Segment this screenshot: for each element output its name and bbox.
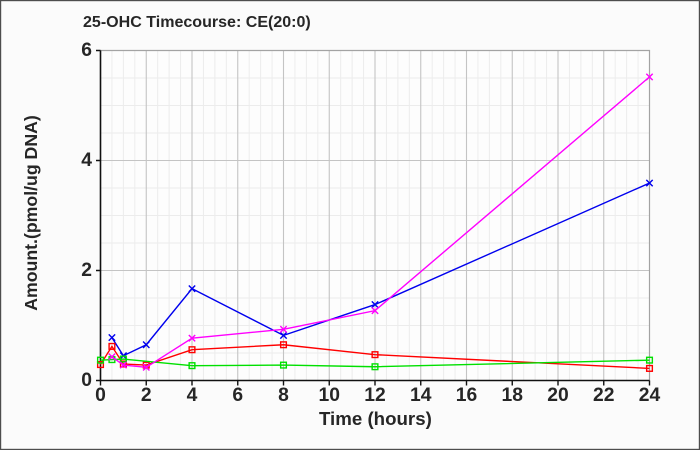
svg-text:2: 2 bbox=[81, 260, 92, 281]
svg-text:8: 8 bbox=[278, 385, 289, 406]
svg-text:6: 6 bbox=[232, 385, 243, 406]
svg-text:18: 18 bbox=[502, 385, 524, 406]
svg-text:4: 4 bbox=[187, 385, 198, 406]
svg-text:20: 20 bbox=[547, 385, 568, 406]
svg-text:4: 4 bbox=[81, 150, 92, 171]
svg-text:0: 0 bbox=[95, 385, 106, 406]
svg-text:Amount.(pmol/ug DNA): Amount.(pmol/ug DNA) bbox=[21, 115, 41, 311]
svg-text:0: 0 bbox=[81, 370, 92, 391]
svg-text:16: 16 bbox=[456, 385, 478, 406]
svg-text:Time (hours): Time (hours) bbox=[319, 408, 432, 429]
svg-text:14: 14 bbox=[410, 385, 432, 406]
svg-text:6: 6 bbox=[81, 40, 92, 61]
svg-text:22: 22 bbox=[593, 385, 614, 406]
svg-text:24: 24 bbox=[639, 385, 661, 406]
svg-text:2: 2 bbox=[141, 385, 152, 406]
svg-text:25-OHC Timecourse: CE(20:0): 25-OHC Timecourse: CE(20:0) bbox=[83, 13, 311, 31]
svg-text:12: 12 bbox=[364, 385, 385, 406]
svg-text:10: 10 bbox=[319, 385, 340, 406]
